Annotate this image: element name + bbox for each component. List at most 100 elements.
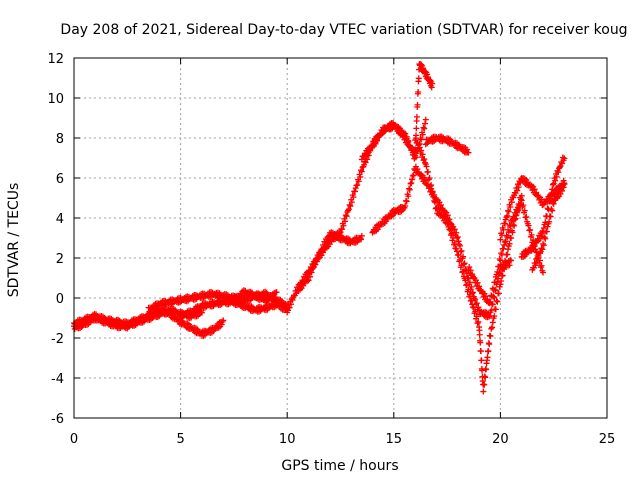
data-point	[497, 281, 504, 288]
data-point	[358, 232, 365, 239]
data-point	[506, 240, 513, 247]
data-series	[422, 133, 472, 156]
data-point	[489, 324, 496, 331]
data-point	[462, 277, 469, 284]
data-point	[418, 136, 425, 143]
data-point	[322, 241, 329, 248]
data-point	[485, 313, 492, 320]
data-point	[501, 241, 508, 248]
data-point	[517, 196, 524, 203]
data-point	[410, 172, 417, 179]
x-tick-label: 5	[176, 432, 184, 447]
data-point	[451, 240, 458, 247]
data-point	[357, 173, 364, 180]
data-point	[489, 319, 496, 326]
y-tick-label: 8	[56, 132, 64, 147]
data-point	[358, 168, 365, 175]
data-point	[413, 125, 420, 132]
data-point	[406, 186, 413, 193]
data-point	[501, 258, 508, 265]
data-point	[343, 213, 350, 220]
data-point	[490, 286, 497, 293]
data-point	[504, 212, 511, 219]
data-point	[495, 290, 502, 297]
data-point	[499, 272, 506, 279]
data-point	[355, 178, 362, 185]
data-point	[487, 333, 494, 340]
data-point	[358, 236, 365, 243]
data-point	[532, 262, 539, 269]
data-point	[540, 230, 547, 237]
data-point	[507, 223, 514, 230]
data-point	[489, 293, 496, 300]
data-point	[508, 257, 515, 264]
data-point	[405, 193, 412, 200]
data-point	[308, 269, 315, 276]
data-point	[492, 279, 499, 286]
data-point	[411, 152, 418, 159]
data-point	[552, 177, 559, 184]
data-point	[544, 223, 551, 230]
data-series	[518, 154, 568, 260]
data-point	[527, 226, 534, 233]
data-series	[230, 287, 280, 305]
data-point	[479, 367, 486, 374]
data-point	[480, 388, 487, 395]
data-point	[466, 279, 473, 286]
data-point	[403, 198, 410, 205]
grid	[74, 58, 607, 418]
data-point	[488, 292, 495, 299]
y-tick-label: -4	[51, 372, 64, 387]
data-point	[528, 231, 535, 238]
data-point	[402, 197, 409, 204]
data-point	[557, 191, 564, 198]
data-point	[517, 179, 524, 186]
data-point	[448, 230, 455, 237]
data-point	[408, 180, 415, 187]
data-point	[340, 222, 347, 229]
data-point	[473, 300, 480, 307]
data-point	[405, 138, 412, 145]
data-point	[501, 266, 508, 273]
data-point	[458, 262, 465, 269]
y-tick-label: 0	[56, 292, 64, 307]
data-point	[531, 186, 538, 193]
y-axis-label: SDTVAR / TECUs	[6, 183, 22, 298]
data-point	[538, 262, 545, 269]
data-point	[431, 197, 438, 204]
data-point	[538, 233, 545, 240]
data-point	[289, 296, 296, 303]
data-point	[419, 151, 426, 158]
data-point	[345, 206, 352, 213]
data-point	[418, 61, 425, 68]
data-point	[549, 207, 556, 214]
data-point	[531, 243, 538, 250]
data-point	[559, 160, 566, 167]
data-point	[457, 242, 464, 249]
data-point	[477, 348, 484, 355]
data-point	[418, 147, 425, 154]
data-point	[307, 273, 314, 280]
data-point	[414, 165, 421, 172]
data-point	[535, 254, 542, 261]
data-point	[476, 331, 483, 338]
data-point	[409, 172, 416, 179]
data-point	[451, 226, 458, 233]
data-point	[358, 156, 365, 163]
data-point	[559, 187, 566, 194]
y-tick-label: 6	[56, 172, 64, 187]
data-point	[484, 354, 491, 361]
data-point	[497, 257, 504, 264]
data-point	[342, 212, 349, 219]
data-point	[486, 300, 493, 307]
data-point	[455, 238, 462, 245]
data-point	[472, 296, 479, 303]
data-point	[488, 307, 495, 314]
data-point	[508, 199, 515, 206]
data-point	[530, 246, 537, 253]
data-point	[466, 291, 473, 298]
data-point	[313, 258, 320, 265]
data-point	[561, 155, 568, 162]
y-tick-label: 4	[56, 212, 64, 227]
data-series	[465, 197, 547, 307]
